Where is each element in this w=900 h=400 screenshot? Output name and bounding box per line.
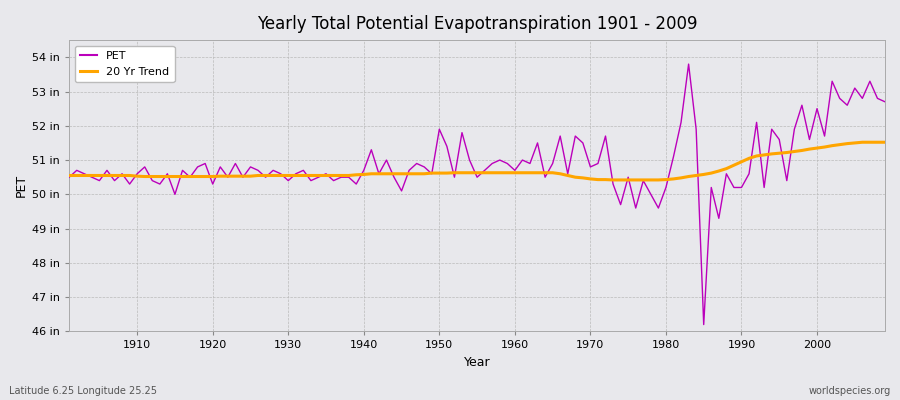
Legend: PET, 20 Yr Trend: PET, 20 Yr Trend [75, 46, 175, 82]
Title: Yearly Total Potential Evapotranspiration 1901 - 2009: Yearly Total Potential Evapotranspiratio… [256, 15, 698, 33]
Text: Latitude 6.25 Longitude 25.25: Latitude 6.25 Longitude 25.25 [9, 386, 157, 396]
Y-axis label: PET: PET [15, 174, 28, 197]
X-axis label: Year: Year [464, 356, 490, 369]
Text: worldspecies.org: worldspecies.org [809, 386, 891, 396]
